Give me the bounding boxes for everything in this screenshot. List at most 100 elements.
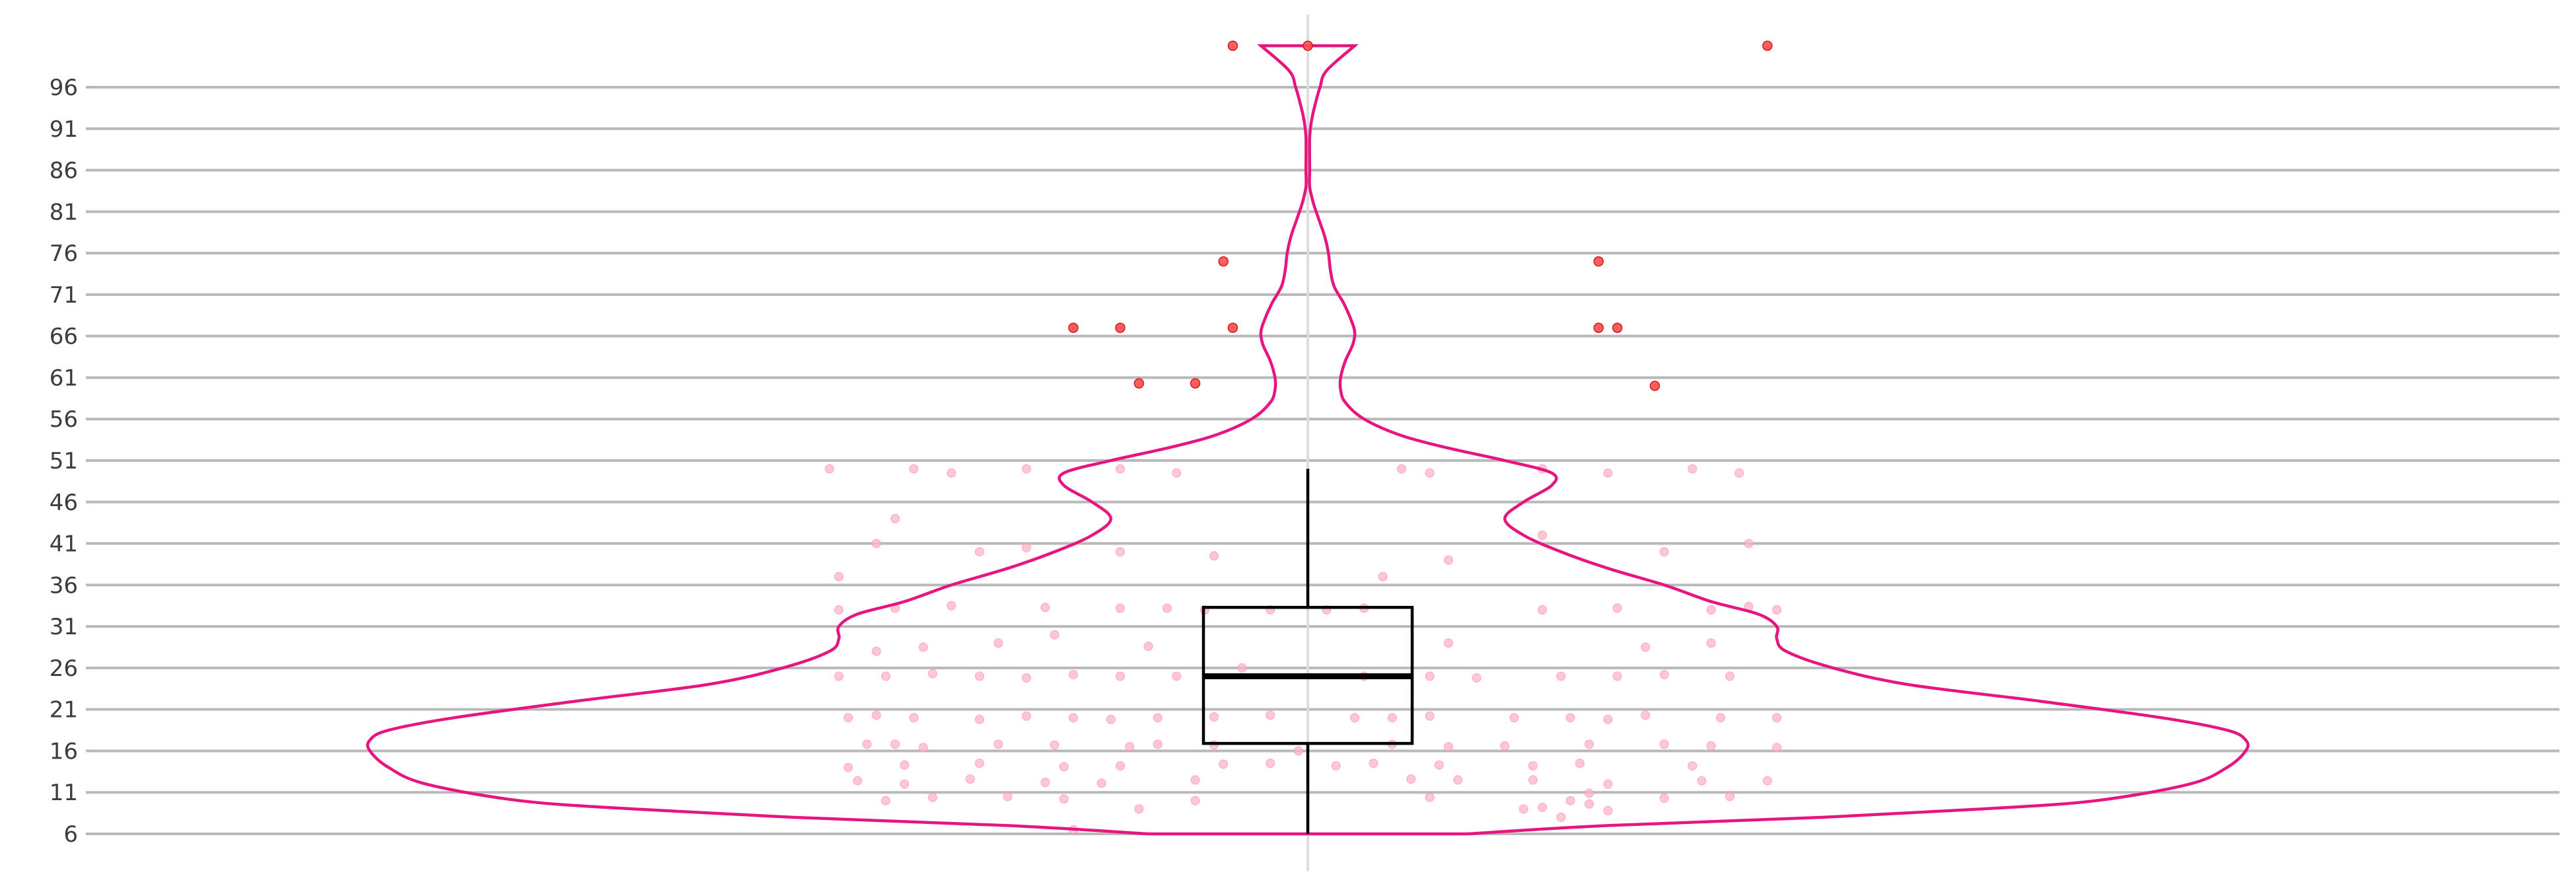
data-point <box>1050 630 1059 640</box>
data-point <box>1443 638 1454 648</box>
data-point <box>1528 775 1538 785</box>
y-tick-label: 21 <box>50 697 78 724</box>
y-gridlines <box>86 86 2559 835</box>
y-tick-label: 76 <box>50 241 78 267</box>
data-point <box>1659 669 1669 680</box>
data-point <box>1537 802 1548 812</box>
data-point <box>1500 741 1510 751</box>
data-point <box>1603 805 1613 815</box>
outlier-point <box>1115 322 1126 333</box>
data-point <box>1349 713 1360 723</box>
box-plot <box>1201 468 1414 834</box>
data-point <box>1688 761 1698 771</box>
data-point <box>1603 714 1613 724</box>
data-point <box>1172 671 1182 681</box>
outlier-point <box>1227 322 1238 333</box>
data-point <box>1396 464 1407 474</box>
data-point <box>1575 759 1585 768</box>
data-point <box>862 739 872 749</box>
data-point <box>1556 671 1566 681</box>
data-point <box>918 642 928 652</box>
data-point <box>1153 739 1163 749</box>
data-point <box>890 513 900 523</box>
data-point <box>1153 713 1163 723</box>
data-point <box>1565 713 1575 723</box>
data-point <box>1190 775 1200 785</box>
data-point <box>1331 761 1341 771</box>
data-point <box>1115 547 1126 557</box>
outlier-point <box>1227 40 1238 51</box>
data-point <box>1715 713 1725 723</box>
data-point <box>974 714 985 724</box>
y-tick-label: 96 <box>50 75 78 101</box>
outlier-point <box>1593 256 1604 267</box>
data-point <box>974 759 985 768</box>
outlier-point <box>1133 378 1145 389</box>
y-tick-label: 11 <box>50 780 78 806</box>
data-point <box>1172 468 1182 478</box>
data-point <box>853 776 863 786</box>
data-point <box>1725 792 1735 801</box>
data-point <box>1068 713 1079 723</box>
outlier-point <box>1762 40 1773 51</box>
data-point <box>1735 468 1744 478</box>
data-point <box>834 671 844 681</box>
outlier-point <box>1068 322 1079 333</box>
data-point <box>1096 778 1106 788</box>
y-tick-label: 26 <box>50 655 78 682</box>
outlier-point <box>1190 378 1201 389</box>
y-tick-label: 86 <box>50 158 78 184</box>
data-point <box>1443 555 1454 565</box>
data-point <box>900 779 910 789</box>
data-point <box>1697 776 1707 786</box>
data-point <box>1771 713 1782 723</box>
data-point <box>834 605 844 615</box>
data-point <box>1641 642 1651 652</box>
y-tick-label: 16 <box>50 738 78 764</box>
data-point <box>965 774 975 784</box>
data-point <box>1509 713 1519 723</box>
data-point <box>871 646 881 656</box>
data-point <box>1706 605 1716 615</box>
data-point <box>1387 713 1397 723</box>
data-point <box>824 464 834 474</box>
data-point <box>1537 605 1548 615</box>
data-point <box>1021 673 1032 683</box>
data-point <box>871 539 881 548</box>
data-point <box>1378 572 1388 581</box>
data-point <box>1472 673 1482 683</box>
data-point <box>1434 760 1444 770</box>
data-point <box>1115 603 1126 613</box>
data-point <box>1603 779 1613 789</box>
data-point <box>1021 542 1032 552</box>
data-point <box>1115 671 1126 681</box>
data-point <box>1190 796 1200 805</box>
data-point <box>1021 711 1032 721</box>
data-point <box>1641 710 1651 720</box>
data-point <box>1266 710 1275 720</box>
data-point <box>1059 762 1069 772</box>
y-tick-label: 91 <box>50 116 78 143</box>
data-point <box>1519 804 1528 814</box>
data-point <box>974 671 985 681</box>
data-point <box>1040 603 1050 613</box>
y-tick-label: 61 <box>50 365 78 391</box>
outlier-point <box>1593 322 1604 333</box>
y-axis-tick-labels: 6 11 16 21 26 31 36 41 46 51 56 61 66 71 76 81 86 91 96 <box>50 75 78 848</box>
data-point <box>1162 603 1172 613</box>
data-point <box>927 792 938 802</box>
data-point <box>1744 539 1754 548</box>
data-point <box>1050 740 1059 750</box>
data-point <box>1425 711 1435 721</box>
data-point <box>1115 761 1126 771</box>
data-point <box>947 601 956 611</box>
y-tick-label: 51 <box>50 448 78 474</box>
data-point <box>1443 742 1454 752</box>
data-point <box>1115 464 1126 474</box>
data-point <box>1266 759 1275 768</box>
data-point <box>871 710 881 720</box>
data-point <box>947 468 956 478</box>
data-point <box>1659 793 1669 803</box>
data-point <box>1106 714 1116 724</box>
data-point <box>1584 739 1594 749</box>
